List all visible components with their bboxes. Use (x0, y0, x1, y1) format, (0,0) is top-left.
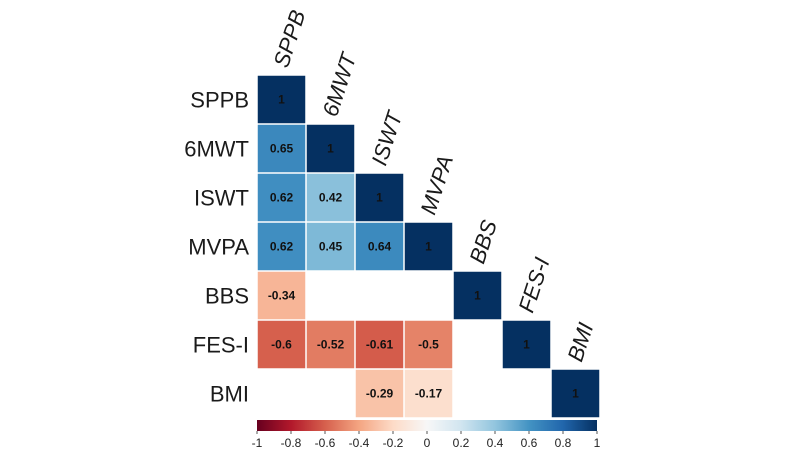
cell-value-mvpa-6mwt: 0.45 (319, 240, 343, 254)
cell-bmi-iswt (355, 369, 404, 418)
cell-fes-i-sppb (257, 320, 306, 369)
row-label-bmi: BMI (210, 382, 249, 407)
cell-bbs-bbs (453, 271, 502, 320)
cell-value-sppb-sppb: 1 (278, 93, 285, 107)
cell-value-fes-i-fes-i: 1 (523, 338, 530, 352)
cell-value-6mwt-sppb: 0.65 (270, 142, 294, 156)
row-label-sppb: SPPB (190, 88, 249, 113)
cell-value-mvpa-iswt: 0.64 (368, 240, 392, 254)
column-label-sppb: SPPB (268, 7, 310, 71)
cell-bbs-sppb (257, 271, 306, 320)
row-label-6mwt: 6MWT (184, 137, 249, 162)
colorbar-gradient (257, 420, 597, 431)
cell-fes-i-mvpa (404, 320, 453, 369)
cell-value-bbs-sppb: -0.34 (268, 289, 296, 303)
cell-6mwt-sppb (257, 124, 306, 173)
cell-sppb-sppb (257, 75, 306, 124)
column-label-iswt: ISWT (366, 107, 407, 169)
cell-iswt-6mwt (306, 173, 355, 222)
cell-value-bmi-mvpa: -0.17 (415, 387, 443, 401)
row-labels: SPPB 6MWT ISWT MVPA BBS FES-I BMI (184, 88, 249, 407)
cell-mvpa-sppb (257, 222, 306, 271)
cell-value-6mwt-6mwt: 1 (327, 142, 334, 156)
row-label-iswt: ISWT (194, 186, 249, 211)
row-label-fes-i: FES-I (193, 333, 249, 358)
cell-value-iswt-iswt: 1 (376, 191, 383, 205)
cell-mvpa-iswt (355, 222, 404, 271)
colorbar-tick-label: 0.6 (521, 436, 538, 450)
cell-mvpa-mvpa (404, 222, 453, 271)
cell-value-iswt-6mwt: 0.42 (319, 191, 343, 205)
cell-value-mvpa-sppb: 0.62 (270, 240, 294, 254)
cell-fes-i-iswt (355, 320, 404, 369)
cell-value-mvpa-mvpa: 1 (425, 240, 432, 254)
heatmap-cell-labels: 1 0.65 1 0.62 0.42 1 0.62 0.45 0.64 1 -0.34 1 -0.6 -0… (268, 93, 579, 401)
colorbar-tick-label: 0.2 (453, 436, 470, 450)
row-label-bbs: BBS (205, 284, 249, 309)
cell-6mwt-6mwt (306, 124, 355, 173)
row-label-mvpa: MVPA (188, 235, 249, 260)
colorbar-tick-label: -0.2 (383, 436, 404, 450)
cell-fes-i-fes-i (502, 320, 551, 369)
column-label-bbs: BBS (464, 217, 501, 267)
cell-bmi-bmi (551, 369, 600, 418)
cell-value-fes-i-6mwt: -0.52 (317, 338, 345, 352)
cell-mvpa-6mwt (306, 222, 355, 271)
cell-value-iswt-sppb: 0.62 (270, 191, 294, 205)
cell-iswt-sppb (257, 173, 306, 222)
column-label-mvpa: MVPA (415, 152, 458, 217)
cell-value-fes-i-iswt: -0.61 (366, 338, 394, 352)
colorbar-tick-label: -1 (252, 436, 263, 450)
colorbar-tick-label: -0.4 (349, 436, 370, 450)
column-label-fes-i: FES-I (513, 254, 554, 315)
cell-iswt-iswt (355, 173, 404, 222)
cell-value-bmi-bmi: 1 (572, 387, 579, 401)
heatmap-cells (257, 75, 600, 418)
cell-bmi-mvpa (404, 369, 453, 418)
cell-value-fes-i-sppb: -0.6 (271, 338, 292, 352)
colorbar: -1 -0.8 -0.6 -0.4 -0.2 0 0.2 0.4 0.6 0.8 1 (252, 420, 601, 450)
colorbar-tick-label: 0.4 (487, 436, 504, 450)
colorbar-tick-label: 0.8 (555, 436, 572, 450)
column-label-6mwt: 6MWT (317, 49, 361, 120)
cell-value-bmi-iswt: -0.29 (366, 387, 394, 401)
colorbar-tick-label: 0 (424, 436, 431, 450)
cell-value-bbs-bbs: 1 (474, 289, 481, 303)
colorbar-tick-label: -0.6 (315, 436, 336, 450)
column-label-bmi: BMI (562, 320, 598, 365)
colorbar-tick-label: 1 (594, 436, 601, 450)
colorbar-tick-label: -0.8 (281, 436, 302, 450)
cell-value-fes-i-mvpa: -0.5 (418, 338, 439, 352)
cell-fes-i-6mwt (306, 320, 355, 369)
